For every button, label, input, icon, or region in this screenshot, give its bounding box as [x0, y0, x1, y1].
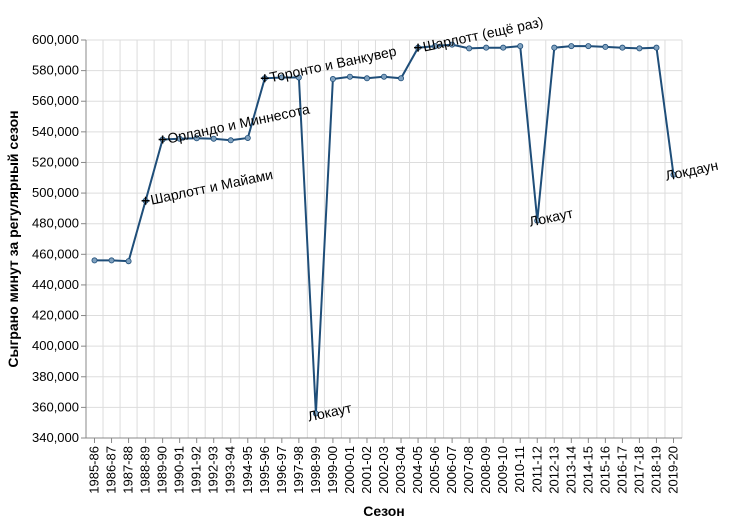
annotation-label: Шарлотт и Майами: [149, 166, 274, 208]
data-point: [91, 257, 98, 264]
annotation-label: Локаут: [306, 399, 353, 424]
data-point: [125, 258, 132, 265]
x-tick-label: 2008-09: [478, 446, 493, 494]
y-tick-label: 400,000: [32, 338, 79, 353]
x-tick-label: 2014-15: [580, 446, 595, 494]
data-point: [363, 75, 370, 82]
data-point: [585, 43, 592, 50]
x-tick-label: 2007-08: [461, 446, 476, 494]
x-tick-label: 2017-18: [631, 446, 646, 494]
x-tick-label: 2003-04: [393, 446, 408, 494]
y-tick-label: 580,000: [32, 63, 79, 78]
y-tick-label: 460,000: [32, 246, 79, 261]
y-tick-label: 480,000: [32, 216, 79, 231]
x-tick-label: 1990-91: [172, 446, 187, 494]
data-point: [602, 43, 609, 50]
x-tick-label: 2010-11: [512, 446, 527, 493]
data-point: [534, 217, 541, 224]
x-tick-label: 2013-14: [563, 446, 578, 494]
data-point: [312, 410, 319, 417]
series-line-group: [91, 41, 677, 417]
grid: [85, 39, 683, 439]
data-point: [670, 171, 677, 178]
x-tick-label: 1995-96: [257, 446, 272, 494]
data-point: [193, 135, 200, 142]
x-tick-label: 1991-92: [189, 446, 204, 494]
series-line: [94, 43, 675, 414]
annotation-marker: [158, 135, 167, 144]
x-tick-label: 1986-87: [104, 446, 119, 494]
x-tick-label: 2005-06: [427, 446, 442, 494]
y-tick-label: 520,000: [32, 154, 79, 169]
data-point: [449, 41, 456, 48]
data-point: [653, 44, 660, 51]
data-point: [432, 43, 439, 50]
y-tick-label: 380,000: [32, 369, 79, 384]
data-point: [108, 257, 115, 264]
data-point: [176, 135, 183, 142]
x-tick-label: 2011-12: [529, 446, 544, 493]
data-point: [517, 43, 524, 50]
y-tick-label: 500,000: [32, 185, 79, 200]
x-tick-label: 1997-98: [291, 446, 306, 494]
y-tick-label: 420,000: [32, 308, 79, 323]
x-tick-label: 2001-02: [359, 446, 374, 494]
x-tick-label: 1994-95: [240, 446, 255, 494]
annotation-label: Локаут: [528, 205, 575, 230]
y-tick-label: 600,000: [32, 32, 79, 47]
y-axis-title: Сыграно минут за регулярный сезон: [5, 110, 21, 367]
data-point: [210, 135, 217, 142]
data-point: [380, 73, 387, 80]
x-tick-label: 2004-05: [410, 446, 425, 494]
annotation-marker: [260, 74, 269, 83]
x-tick-label: 2019-20: [665, 446, 680, 494]
y-tick-label: 440,000: [32, 277, 79, 292]
x-tick-label: 1985-86: [87, 446, 102, 494]
y-tick-label: 340,000: [32, 430, 79, 445]
x-tick-label: 1989-90: [155, 446, 170, 494]
y-tick-label: 360,000: [32, 399, 79, 414]
data-point: [551, 44, 558, 51]
data-point: [346, 73, 353, 80]
x-tick-label: 1987-88: [121, 446, 136, 494]
x-tick-label: 2018-19: [648, 446, 663, 494]
x-tick-label: 1988-89: [138, 446, 153, 494]
x-tick-label: 1999-00: [325, 446, 340, 494]
x-tick-label: 2006-07: [444, 446, 459, 494]
data-point: [619, 44, 626, 51]
data-point: [500, 44, 507, 51]
data-point: [483, 44, 490, 51]
x-tick-label: 2009-10: [495, 446, 510, 494]
data-point: [295, 74, 302, 81]
data-point: [466, 45, 473, 52]
data-point: [227, 137, 234, 144]
x-tick-label: 1996-97: [274, 446, 289, 494]
data-point: [398, 75, 405, 82]
axes: 340,000 360,000 380,000 400,000 420,000 440,0…: [32, 32, 682, 494]
data-point: [636, 45, 643, 52]
annotation-marker: [141, 196, 150, 205]
data-point: [329, 76, 336, 83]
x-tick-label: 2002-03: [376, 446, 391, 494]
x-tick-label: 2015-16: [597, 446, 612, 494]
data-point: [278, 74, 285, 81]
y-tick-label: 540,000: [32, 124, 79, 139]
data-point: [244, 134, 251, 141]
x-tick-label: 1993-94: [223, 446, 238, 494]
x-tick-label: 1998-99: [308, 446, 323, 494]
x-tick-label: 2012-13: [546, 446, 561, 494]
y-tick-label: 560,000: [32, 93, 79, 108]
x-tick-label: 2000-01: [342, 446, 357, 494]
annotation-marker: [414, 43, 423, 52]
x-tick-label: 2016-17: [614, 446, 629, 494]
x-axis-title: Сезон: [363, 503, 405, 519]
x-tick-label: 1992-93: [206, 446, 221, 494]
data-point: [568, 43, 575, 50]
